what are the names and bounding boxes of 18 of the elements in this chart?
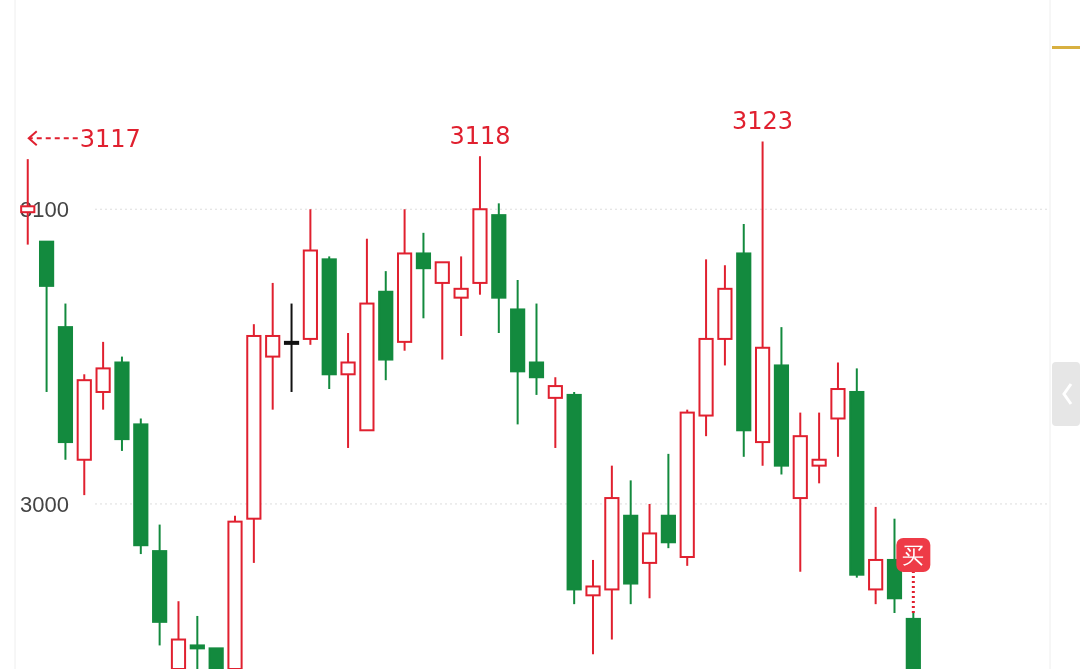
candlestick xyxy=(265,281,281,411)
y-tick-label: 3000 xyxy=(20,491,69,517)
candlestick xyxy=(208,647,224,669)
annotation: 3117 xyxy=(79,125,141,154)
candlestick xyxy=(95,340,111,411)
candlestick xyxy=(434,261,450,361)
annotation: 买 xyxy=(902,542,925,568)
candlestick xyxy=(189,614,205,669)
candlestick xyxy=(340,332,356,449)
candlestick xyxy=(283,302,300,393)
annotation: 3123 xyxy=(732,107,794,136)
annotation: 3118 xyxy=(449,122,511,151)
candlestick xyxy=(453,255,469,337)
candlestick xyxy=(811,411,827,485)
candlestick xyxy=(585,558,601,656)
candlestick xyxy=(547,376,563,449)
candlestick xyxy=(528,302,545,396)
candlestick xyxy=(415,231,432,320)
